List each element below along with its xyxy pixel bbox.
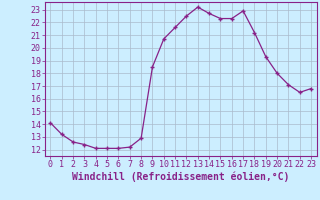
X-axis label: Windchill (Refroidissement éolien,°C): Windchill (Refroidissement éolien,°C) xyxy=(72,172,290,182)
